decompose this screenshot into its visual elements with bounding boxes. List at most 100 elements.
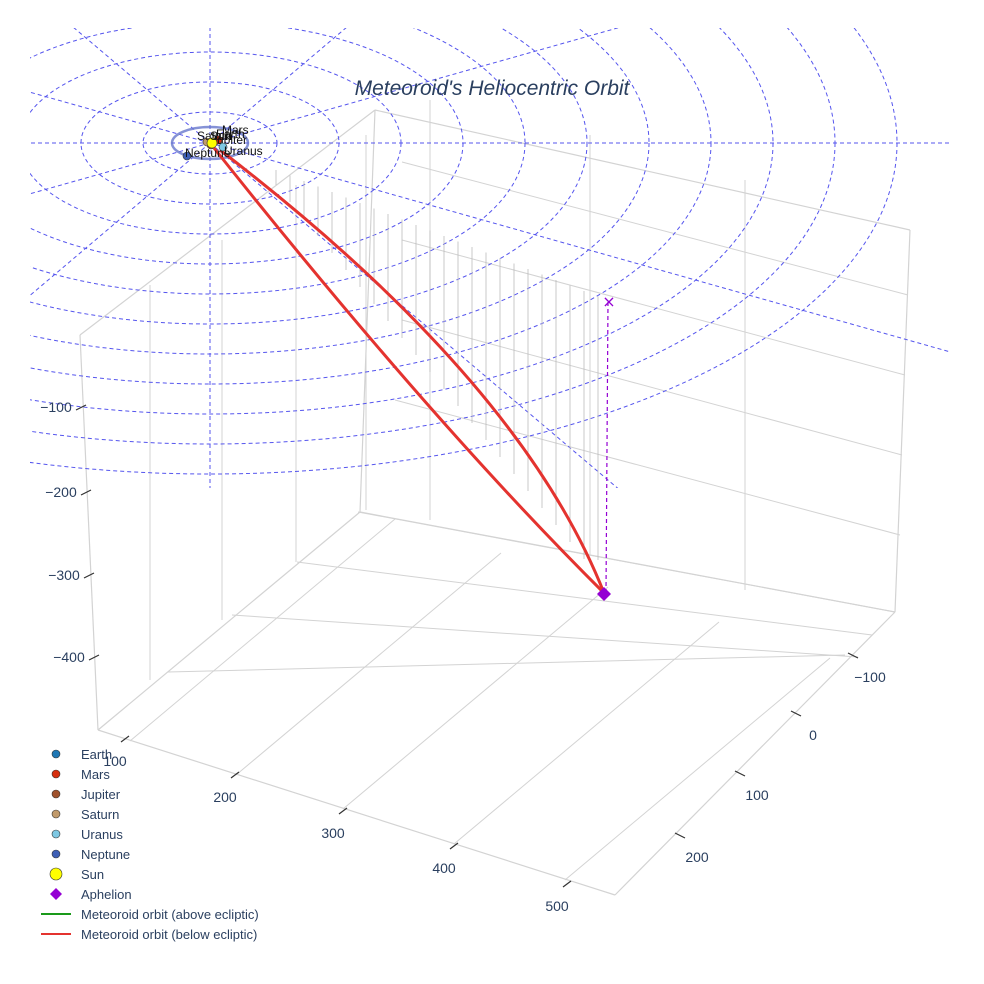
planet-marker-sun xyxy=(206,137,218,149)
legend-item[interactable]: Meteoroid orbit (above ecliptic) xyxy=(41,907,259,922)
planet-label-sun: Sun xyxy=(210,129,231,143)
legend-label: Meteoroid orbit (below ecliptic) xyxy=(81,927,257,942)
legend-item[interactable]: Aphelion xyxy=(50,887,132,902)
planet-label-jupiter: Jupiter xyxy=(211,133,247,147)
floor-gridline xyxy=(129,518,396,742)
legend-label: Meteoroid orbit (above ecliptic) xyxy=(81,907,259,922)
legend-label: Earth xyxy=(81,747,112,762)
floor-gridline xyxy=(342,586,609,810)
wall-gridline xyxy=(401,319,903,456)
legend-label: Neptune xyxy=(81,847,130,862)
z-tick-label: −200 xyxy=(45,484,77,500)
legend-item[interactable]: Sun xyxy=(49,867,104,882)
floor-gridline xyxy=(357,511,896,613)
aphelion-connector xyxy=(605,301,609,593)
planet-label-neptune: Neptune xyxy=(185,146,231,160)
ecliptic-radial xyxy=(209,28,347,144)
x-tick-mark xyxy=(338,807,348,815)
orbit-below-outer xyxy=(212,147,606,595)
legend-dot xyxy=(51,749,61,759)
legend-item[interactable]: Meteoroid orbit (below ecliptic) xyxy=(41,927,257,942)
meteoroid-orbit xyxy=(212,147,606,595)
orbit-below-inner xyxy=(219,148,606,594)
z-tick-mark xyxy=(83,572,95,579)
y-tick-label: 0 xyxy=(809,727,817,743)
inner-orbit-ring xyxy=(170,125,250,161)
floor-gridline xyxy=(231,614,859,658)
box-edge xyxy=(374,109,911,231)
x-tick-mark xyxy=(562,880,572,888)
aphelion-marker xyxy=(597,587,611,601)
y-tick-mark xyxy=(674,832,686,839)
ecliptic-ring xyxy=(30,28,774,415)
legend-label: Aphelion xyxy=(81,887,132,902)
z-tick-mark xyxy=(75,404,87,411)
ecliptic-radial xyxy=(209,28,620,144)
legend-sun xyxy=(49,867,63,881)
z-tick-mark xyxy=(80,489,92,496)
box-edge xyxy=(614,611,896,896)
box-edge xyxy=(359,109,376,513)
floor-gridline xyxy=(564,657,831,881)
planet-label-saturn: Saturn xyxy=(197,129,232,143)
aphelion-projection-marker: × xyxy=(602,292,615,311)
ecliptic-ring xyxy=(30,28,898,475)
ecliptic-ring xyxy=(30,28,712,385)
ecliptic-radial xyxy=(73,28,211,144)
scene-grid xyxy=(79,100,911,896)
floor-gridline xyxy=(296,561,873,636)
ecliptic-radial xyxy=(30,142,211,297)
x-tick-label: 400 xyxy=(432,860,456,876)
legend-item[interactable]: Earth xyxy=(51,747,112,762)
ecliptic-radial xyxy=(30,142,211,195)
z-tick-label: −400 xyxy=(53,649,85,665)
legend-dot xyxy=(51,849,61,859)
planet-label-earth: Earth xyxy=(216,127,245,141)
legend-item[interactable]: Saturn xyxy=(51,807,119,822)
ecliptic-radial xyxy=(209,142,619,488)
box-edge xyxy=(97,729,616,896)
ecliptic-radial xyxy=(209,142,950,353)
legend[interactable]: Earth Mars Jupiter Saturn Uranus Neptune Sun Ap… xyxy=(41,747,259,942)
legend-label: Saturn xyxy=(81,807,119,822)
legend-item[interactable]: Mars xyxy=(51,767,110,782)
planet-marker-uranus xyxy=(218,142,228,152)
box-edge xyxy=(79,334,99,731)
x-tick-label: 300 xyxy=(321,825,345,841)
ecliptic-ring xyxy=(30,28,588,325)
y-tick-mark xyxy=(790,710,802,717)
legend-dot xyxy=(51,809,61,819)
legend-item[interactable]: Neptune xyxy=(51,847,130,862)
x-tick-mark xyxy=(449,842,459,850)
wall-gridline xyxy=(401,161,909,296)
planet-marker-neptune xyxy=(182,151,192,161)
x-tick-label: 200 xyxy=(213,789,237,805)
y-tick-label: 200 xyxy=(685,849,709,865)
drop-lines xyxy=(275,170,609,593)
planet-label-uranus: Uranus xyxy=(224,144,263,158)
legend-label: Uranus xyxy=(81,827,123,842)
y-tick-label: 100 xyxy=(745,787,769,803)
ecliptic-ring xyxy=(30,28,650,355)
chart-title: Meteoroid's Heliocentric Orbit xyxy=(355,77,631,100)
floor-gridline xyxy=(453,621,720,845)
floor-gridline xyxy=(167,654,846,673)
legend-item[interactable]: Uranus xyxy=(51,827,123,842)
legend-diamond xyxy=(50,888,62,900)
legend-label: Sun xyxy=(81,867,104,882)
box-edge xyxy=(894,229,911,613)
y-tick-mark xyxy=(734,770,746,777)
legend-item[interactable]: Jupiter xyxy=(51,787,121,802)
x-tick-label: 500 xyxy=(545,898,569,914)
box-edge xyxy=(79,109,376,336)
y-tick-mark xyxy=(847,652,859,659)
legend-dot xyxy=(51,769,61,779)
axis-ticks: 100 200 300 400 500 −100 0 100 200 −100 −200 −300 −4… xyxy=(40,399,886,914)
wall-gridline xyxy=(401,239,906,376)
ecliptic-radial xyxy=(30,91,211,144)
z-tick-label: −300 xyxy=(48,567,80,583)
